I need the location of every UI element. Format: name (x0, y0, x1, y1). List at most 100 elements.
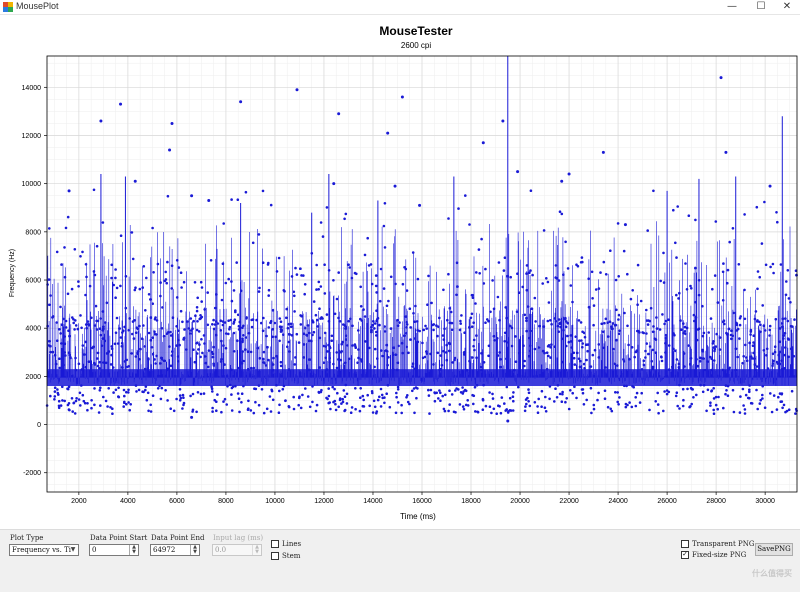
data-point (706, 388, 710, 392)
data-point (556, 324, 560, 328)
transparent-png-checkbox[interactable] (681, 540, 689, 548)
data-point (149, 338, 153, 342)
data-point (302, 332, 306, 336)
data-point-end-input[interactable]: 64972 ▲ ▼ (150, 544, 200, 556)
data-point-start-input[interactable]: 0 ▲ ▼ (89, 544, 139, 556)
data-point (613, 324, 617, 327)
data-point (436, 351, 440, 355)
data-point (436, 334, 439, 338)
data-point (361, 394, 365, 398)
data-point (663, 390, 666, 393)
data-point (581, 391, 585, 395)
data-point (349, 317, 352, 321)
stem-checkbox[interactable] (271, 552, 279, 560)
data-point (232, 331, 236, 335)
data-point (476, 410, 479, 414)
data-point (269, 203, 273, 207)
data-point (787, 408, 791, 412)
data-point (131, 332, 134, 336)
data-point (692, 313, 696, 317)
data-point (98, 327, 102, 331)
outlier-point (386, 131, 390, 135)
minimize-button[interactable]: — (727, 1, 737, 12)
spin-arrows-icon[interactable]: ▲ ▼ (190, 545, 199, 555)
data-point (92, 188, 96, 192)
data-point (256, 346, 260, 350)
data-point (473, 385, 477, 389)
frequency-plot[interactable]: MouseTester 2600 cpi 2000 4000 6000 8000 100… (0, 15, 800, 529)
fixed-size-png-checkbox[interactable]: ✓ (681, 551, 689, 559)
data-point (487, 344, 491, 348)
data-point (280, 329, 284, 332)
data-point (569, 389, 572, 392)
data-point (429, 388, 433, 392)
data-point (200, 300, 203, 303)
data-point (407, 351, 410, 355)
data-point (709, 317, 713, 320)
data-point (475, 271, 478, 274)
data-point (159, 294, 162, 298)
data-point (521, 285, 524, 289)
data-point (279, 364, 283, 368)
data-point (343, 409, 346, 413)
data-point (573, 363, 577, 366)
close-button[interactable]: ✕ (782, 1, 792, 12)
data-point (784, 293, 788, 297)
data-point (257, 403, 261, 407)
data-point (118, 327, 121, 330)
data-point (578, 339, 581, 343)
data-point (385, 392, 389, 396)
data-point (228, 383, 232, 387)
data-point (235, 261, 238, 264)
data-point (745, 356, 748, 359)
data-point (566, 334, 569, 338)
data-point (372, 399, 376, 403)
data-point (368, 346, 371, 350)
data-point (58, 328, 61, 331)
data-point (395, 391, 398, 395)
y-tick-label: 6000 (25, 278, 41, 285)
data-point (60, 342, 63, 345)
data-point (443, 409, 447, 413)
data-point (267, 288, 271, 292)
data-point (537, 346, 541, 349)
data-point (613, 362, 616, 366)
data-point (665, 392, 669, 396)
lines-checkbox[interactable] (271, 540, 279, 548)
data-point (211, 410, 214, 413)
data-point (491, 397, 495, 400)
data-point (651, 348, 655, 352)
data-point (510, 344, 514, 348)
data-point (221, 323, 225, 327)
data-point (603, 321, 606, 325)
data-point (674, 241, 677, 245)
plot-type-select[interactable]: Frequency vs. Ti ▼ (9, 544, 79, 556)
data-point (709, 401, 712, 405)
spin-arrows-icon[interactable]: ▲ ▼ (129, 545, 138, 555)
data-point (96, 357, 99, 360)
data-point (303, 283, 307, 286)
data-point (512, 391, 515, 394)
data-point (545, 277, 548, 280)
maximize-button[interactable]: ☐ (756, 1, 766, 12)
data-point (654, 400, 657, 403)
data-point (509, 409, 513, 412)
data-point (260, 321, 263, 325)
data-point (269, 321, 272, 325)
data-point (575, 396, 578, 400)
data-point (79, 404, 82, 407)
data-point (474, 302, 477, 305)
data-point (499, 358, 502, 361)
data-point (128, 317, 131, 320)
data-point (333, 399, 337, 403)
data-point (769, 265, 772, 269)
save-png-button[interactable]: SavePNG (755, 543, 793, 556)
data-point (667, 344, 671, 347)
data-point (225, 403, 228, 406)
data-point (74, 324, 78, 327)
data-point (617, 332, 621, 336)
data-point (222, 344, 225, 347)
data-point (159, 362, 162, 365)
data-point (271, 309, 275, 312)
data-point (702, 383, 706, 387)
